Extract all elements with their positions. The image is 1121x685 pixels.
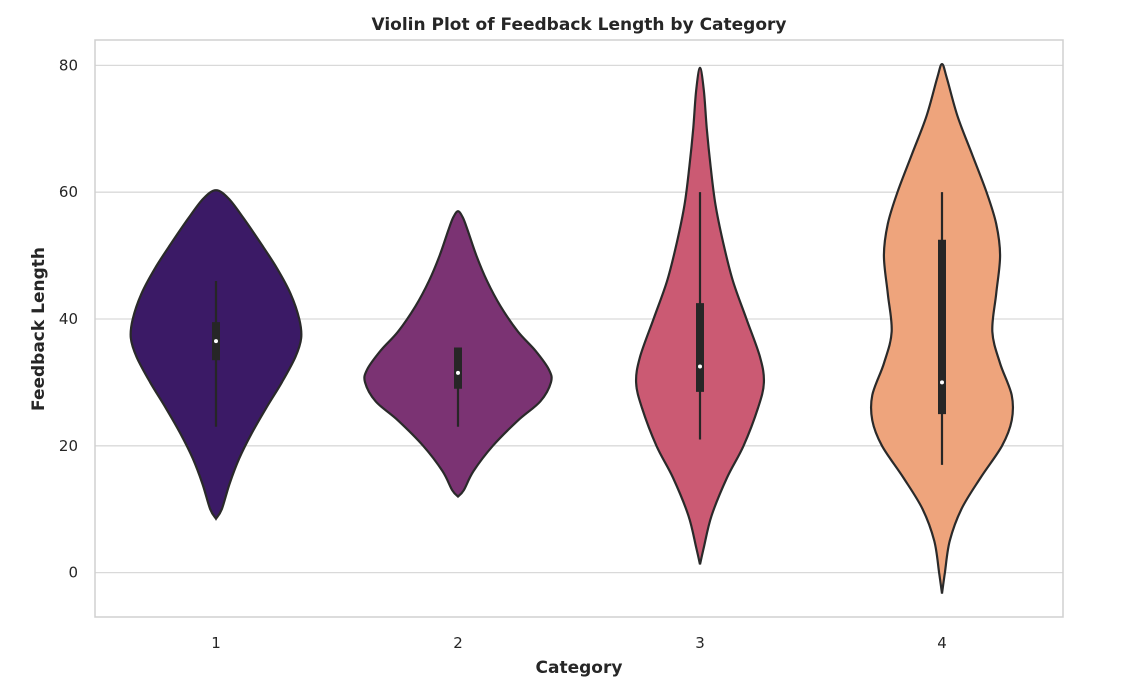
violin-median-point bbox=[456, 370, 460, 375]
y-tick-labels: 0 20 40 60 80 bbox=[59, 56, 78, 581]
y-tick-label: 60 bbox=[59, 183, 78, 201]
x-tick-labels: 1 2 3 4 bbox=[211, 634, 947, 652]
x-tick-label: 2 bbox=[453, 634, 463, 652]
x-axis-label: Category bbox=[536, 658, 623, 678]
y-tick-label: 80 bbox=[59, 56, 78, 74]
violins bbox=[129, 62, 1015, 594]
x-tick-label: 4 bbox=[937, 634, 947, 652]
y-tick-label: 40 bbox=[59, 310, 78, 328]
violin-median-point bbox=[698, 364, 702, 369]
y-axis-label: Feedback Length bbox=[29, 247, 49, 411]
plot-frame bbox=[94, 39, 1064, 618]
violin-median-point bbox=[940, 380, 944, 385]
x-tick-label: 1 bbox=[211, 634, 221, 652]
y-tick-label: 0 bbox=[68, 564, 78, 582]
x-tick-label: 3 bbox=[695, 634, 705, 652]
y-tick-label: 20 bbox=[59, 437, 78, 455]
chart-title: Violin Plot of Feedback Length by Catego… bbox=[371, 15, 786, 35]
violin-median-point bbox=[214, 339, 218, 344]
